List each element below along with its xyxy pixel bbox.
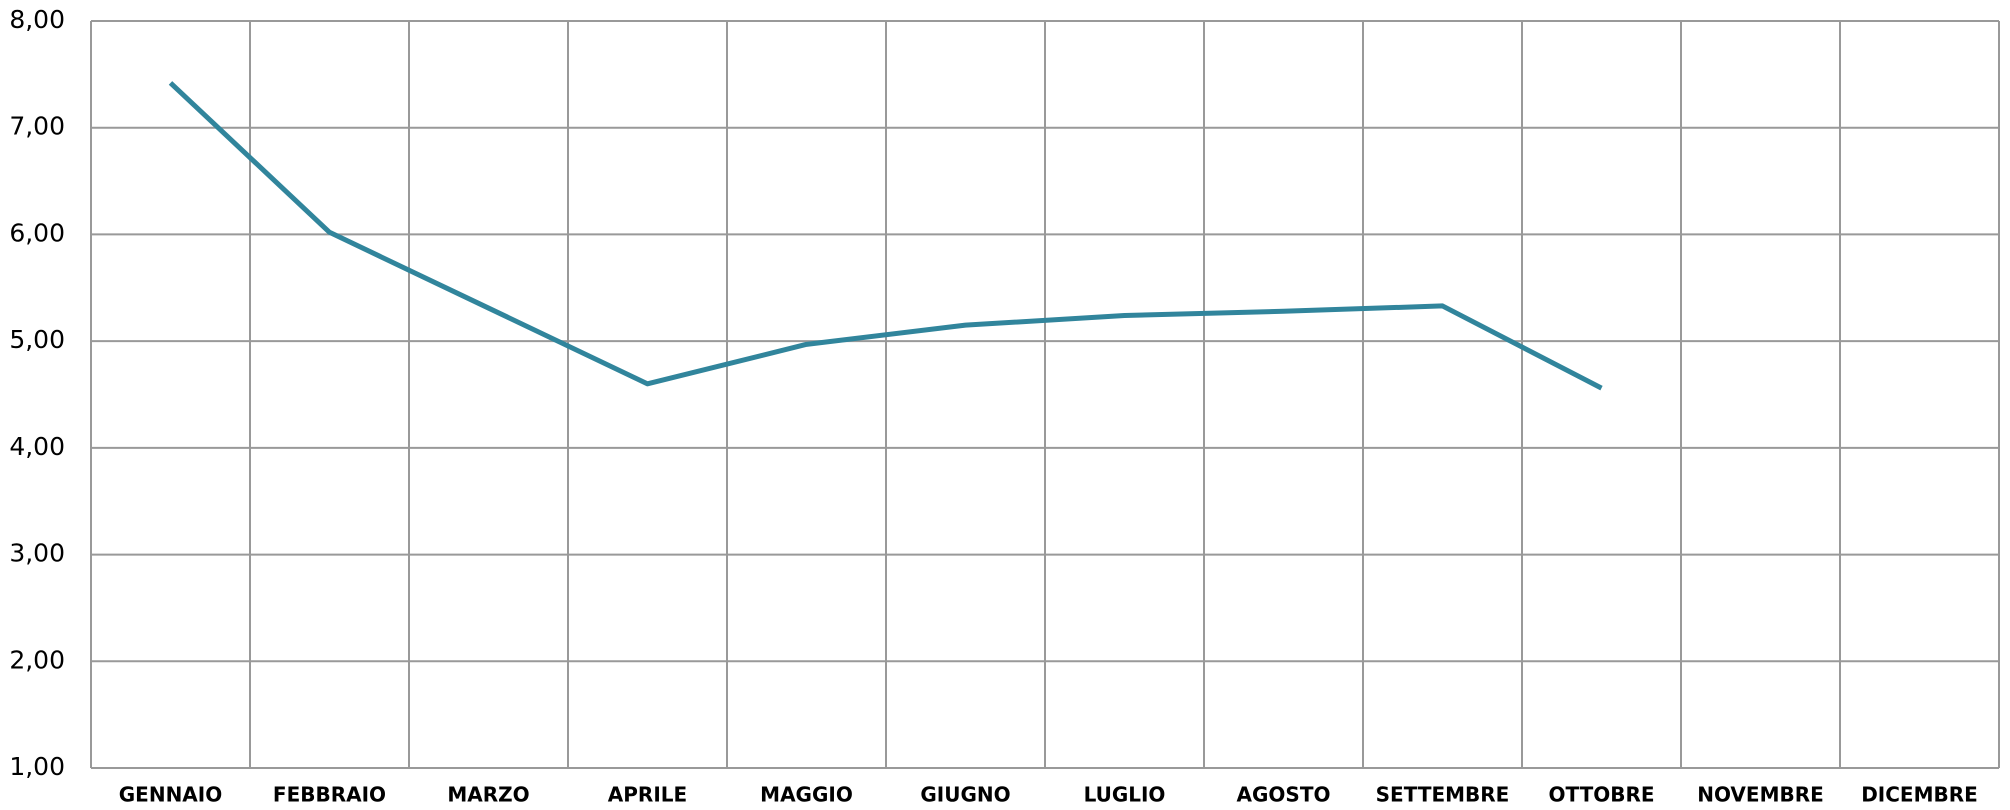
y-tick-label: 2,00 — [9, 645, 65, 674]
x-tick-label: GIUGNO — [920, 783, 1010, 807]
y-tick-label: 7,00 — [9, 112, 65, 141]
x-tick-label: FEBBRAIO — [273, 783, 386, 807]
y-tick-label: 6,00 — [9, 218, 65, 247]
x-tick-label: DICEMBRE — [1861, 783, 1978, 807]
x-tick-label: MAGGIO — [760, 783, 853, 807]
x-tick-label: OTTOBRE — [1548, 783, 1654, 807]
x-tick-label: AGOSTO — [1237, 783, 1331, 807]
y-tick-label: 8,00 — [9, 5, 65, 34]
data-line — [168, 81, 1603, 391]
x-tick-label: MARZO — [447, 783, 529, 807]
x-tick-label: SETTEMBRE — [1376, 783, 1510, 807]
y-tick-label: 3,00 — [9, 539, 65, 568]
x-tick-label: APRILE — [608, 783, 687, 807]
x-tick-label: LUGLIO — [1084, 783, 1166, 807]
x-tick-label: GENNAIO — [119, 783, 222, 807]
y-tick-label: 1,00 — [9, 752, 65, 781]
y-tick-label: 4,00 — [9, 432, 65, 461]
x-tick-label: NOVEMBRE — [1697, 783, 1824, 807]
y-tick-label: 5,00 — [9, 325, 65, 354]
